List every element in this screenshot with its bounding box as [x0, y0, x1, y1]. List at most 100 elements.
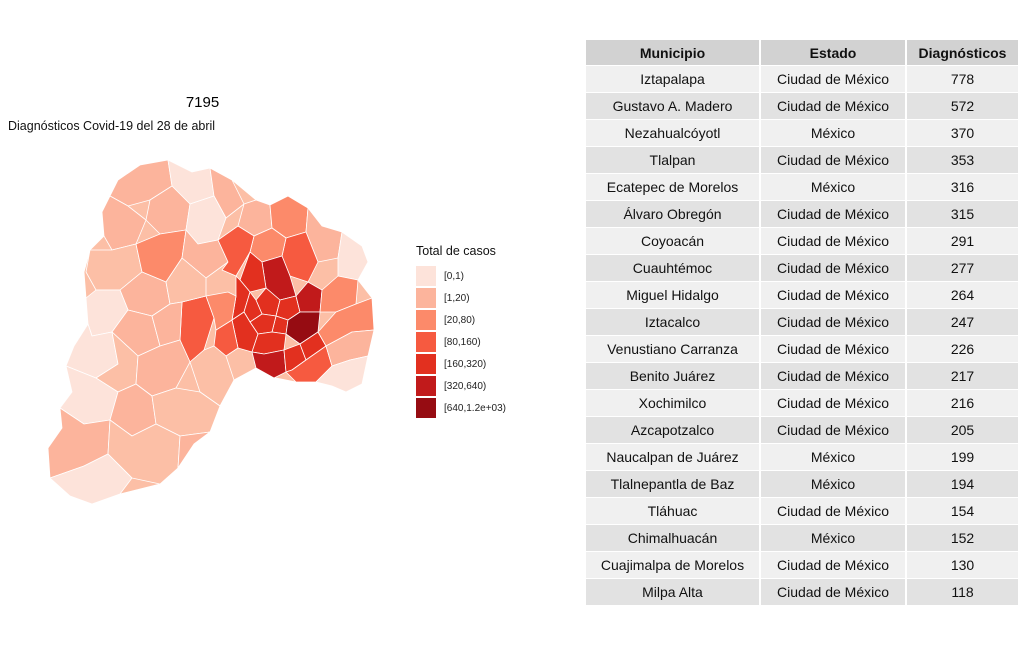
cell-municipio: Cuauhtémoc	[586, 254, 761, 282]
cell-municipio: Álvaro Obregón	[586, 200, 761, 228]
cell-estado: Ciudad de México	[760, 551, 907, 579]
legend-swatch	[416, 376, 436, 396]
legend-label: [320,640)	[444, 380, 487, 392]
legend-swatch	[416, 332, 436, 352]
cell-diagnosticos: 247	[906, 308, 1018, 336]
table-row: Cuauhtémoc Ciudad de México 277	[586, 254, 1018, 282]
cell-estado: Ciudad de México	[760, 389, 907, 417]
legend: Total de casos [0,1) [1,20) [20,80) [80,…	[416, 244, 506, 419]
cell-diagnosticos: 226	[906, 335, 1018, 363]
municipality-ne-4	[337, 231, 369, 281]
legend-swatch	[416, 310, 436, 330]
cell-municipio: Tláhuac	[586, 497, 761, 525]
table-row: Xochimilco Ciudad de México 216	[586, 389, 1018, 417]
municipality-east-3	[315, 355, 369, 393]
cell-diagnosticos: 264	[906, 281, 1018, 309]
cell-municipio: Gustavo A. Madero	[586, 92, 761, 120]
cell-diagnosticos: 199	[906, 443, 1018, 471]
table-row: Álvaro Obregón Ciudad de México 315	[586, 200, 1018, 228]
cell-estado: Ciudad de México	[760, 281, 907, 309]
table-header-row: Municipio Estado Diagnósticos	[586, 40, 1018, 66]
cell-diagnosticos: 291	[906, 227, 1018, 255]
cell-estado: Ciudad de México	[760, 497, 907, 525]
cell-estado: Ciudad de México	[760, 578, 907, 606]
cell-diagnosticos: 353	[906, 146, 1018, 174]
legend-label: [0,1)	[444, 270, 465, 282]
legend-label: [160,320)	[444, 358, 487, 370]
table-row: Venustiano Carranza Ciudad de México 226	[586, 335, 1018, 363]
cell-municipio: Ecatepec de Morelos	[586, 173, 761, 201]
cell-diagnosticos: 152	[906, 524, 1018, 552]
cell-municipio: Iztapalapa	[586, 65, 761, 93]
cell-diagnosticos: 370	[906, 119, 1018, 147]
table-row: Iztacalco Ciudad de México 247	[586, 308, 1018, 336]
legend-swatch	[416, 398, 436, 418]
cell-diagnosticos: 118	[906, 578, 1018, 606]
cell-estado: Ciudad de México	[760, 416, 907, 444]
cell-estado: México	[760, 470, 907, 498]
table-row: Gustavo A. Madero Ciudad de México 572	[586, 92, 1018, 120]
legend-item: [80,160)	[416, 331, 506, 353]
legend-item: [0,1)	[416, 265, 506, 287]
cell-diagnosticos: 315	[906, 200, 1018, 228]
cell-estado: Ciudad de México	[760, 362, 907, 390]
table-row: Tlalnepantla de Baz México 194	[586, 470, 1018, 498]
table-body: Iztapalapa Ciudad de México 778 Gustavo A. …	[586, 65, 1018, 606]
cell-estado: Ciudad de México	[760, 254, 907, 282]
cell-estado: México	[760, 443, 907, 471]
cell-municipio: Coyoacán	[586, 227, 761, 255]
map-panel: 7195 Diagnósticos Covid-19 del 28 de abr…	[8, 94, 506, 505]
column-header-diagnosticos: Diagnósticos	[906, 40, 1018, 66]
municipality-tlalpan	[251, 349, 287, 379]
cell-municipio: Naucalpan de Juárez	[586, 443, 761, 471]
cell-municipio: Azcapotzalco	[586, 416, 761, 444]
cell-municipio: Milpa Alta	[586, 578, 761, 606]
diagnoses-table: Municipio Estado Diagnósticos Iztapalapa…	[586, 40, 1018, 606]
cell-estado: Ciudad de México	[760, 308, 907, 336]
cell-diagnosticos: 154	[906, 497, 1018, 525]
table-row: Coyoacán Ciudad de México 291	[586, 227, 1018, 255]
legend-item: [640,1.2e+03)	[416, 397, 506, 419]
cell-estado: Ciudad de México	[760, 200, 907, 228]
municipality-center-3	[151, 301, 183, 347]
table-row: Benito Juárez Ciudad de México 217	[586, 362, 1018, 390]
legend-item: [160,320)	[416, 353, 506, 375]
cell-diagnosticos: 194	[906, 470, 1018, 498]
cell-municipio: Nezahualcóyotl	[586, 119, 761, 147]
cell-municipio: Xochimilco	[586, 389, 761, 417]
cell-municipio: Chimalhuacán	[586, 524, 761, 552]
cell-estado: Ciudad de México	[760, 335, 907, 363]
table-row: Cuajimalpa de Morelos Ciudad de México 130	[586, 551, 1018, 579]
cell-estado: México	[760, 524, 907, 552]
municipality-sw-9	[177, 431, 211, 469]
legend-label: [20,80)	[444, 314, 476, 326]
cell-municipio: Miguel Hidalgo	[586, 281, 761, 309]
legend-swatch	[416, 266, 436, 286]
cell-municipio: Tlalpan	[586, 146, 761, 174]
legend-label: [640,1.2e+03)	[444, 402, 506, 414]
table-row: Miguel Hidalgo Ciudad de México 264	[586, 281, 1018, 309]
cell-estado: Ciudad de México	[760, 65, 907, 93]
cell-municipio: Cuajimalpa de Morelos	[586, 551, 761, 579]
cell-estado: Ciudad de México	[760, 227, 907, 255]
cell-estado: Ciudad de México	[760, 146, 907, 174]
legend-label: [80,160)	[444, 336, 481, 348]
cell-estado: México	[760, 173, 907, 201]
cell-diagnosticos: 205	[906, 416, 1018, 444]
column-header-municipio: Municipio	[586, 40, 761, 66]
municipality-west-1	[101, 195, 147, 251]
table-row: Iztapalapa Ciudad de México 778	[586, 65, 1018, 93]
map-title: 7195	[185, 94, 220, 111]
cell-municipio: Iztacalco	[586, 308, 761, 336]
cell-municipio: Tlalnepantla de Baz	[586, 470, 761, 498]
choropleth-map	[47, 159, 375, 505]
municipality-center-4	[205, 291, 237, 331]
cell-diagnosticos: 130	[906, 551, 1018, 579]
municipality-center-5	[189, 345, 235, 407]
table-row: Milpa Alta Ciudad de México 118	[586, 578, 1018, 606]
municipality-north-3	[209, 167, 245, 219]
cell-diagnosticos: 778	[906, 65, 1018, 93]
legend-title: Total de casos	[416, 244, 496, 258]
municipality-sw-10	[49, 453, 133, 505]
legend-item: [320,640)	[416, 375, 506, 397]
